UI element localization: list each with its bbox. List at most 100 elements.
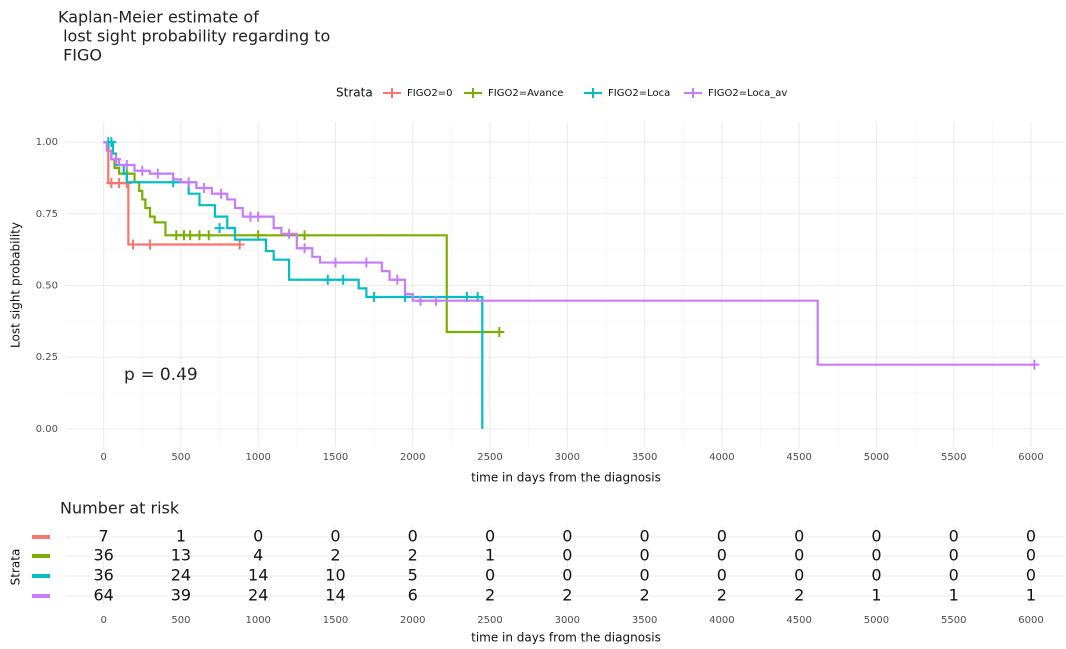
x-tick-label: 4000 xyxy=(709,615,734,626)
censor-mark xyxy=(111,154,122,165)
chart-title: Kaplan-Meier estimate of xyxy=(58,8,259,27)
risk-count: 0 xyxy=(949,527,959,546)
risk-count: 36 xyxy=(93,546,113,565)
risk-count: 13 xyxy=(171,546,191,565)
risk-count: 0 xyxy=(949,566,959,585)
x-tick-label: 4500 xyxy=(786,452,811,463)
risk-count: 2 xyxy=(485,586,495,605)
legend-swatch xyxy=(387,88,397,98)
censor-mark xyxy=(137,165,148,176)
risk-count: 2 xyxy=(562,586,572,605)
x-tick-label: 1500 xyxy=(323,615,348,626)
risk-count: 2 xyxy=(408,546,418,565)
risk-count: 64 xyxy=(93,586,113,605)
legend-label: FIGO2=Loca xyxy=(608,88,670,99)
x-tick-label: 6000 xyxy=(1018,615,1043,626)
censor-mark xyxy=(199,182,210,193)
y-tick-label: 0.75 xyxy=(36,209,58,220)
risk-count: 1 xyxy=(871,586,881,605)
x-tick-label: 0 xyxy=(100,615,106,626)
x-tick-label: 5500 xyxy=(941,615,966,626)
risk-count: 0 xyxy=(562,546,572,565)
risk-count: 0 xyxy=(330,527,340,546)
p-value: p = 0.49 xyxy=(124,365,198,385)
y-tick-label: 0.25 xyxy=(36,352,58,363)
legend-label: FIGO2=0 xyxy=(407,88,452,99)
x-tick-label: 5000 xyxy=(864,615,889,626)
risk-count: 0 xyxy=(717,546,727,565)
risk-count: 0 xyxy=(562,527,572,546)
x-tick-label: 3500 xyxy=(632,452,657,463)
risk-count: 0 xyxy=(717,527,727,546)
x-tick-label: 1500 xyxy=(323,452,348,463)
x-tick-label: 1000 xyxy=(245,452,270,463)
x-tick-label: 6000 xyxy=(1018,452,1043,463)
risk-count: 0 xyxy=(640,546,650,565)
legend-swatch xyxy=(588,88,598,98)
risk-count: 0 xyxy=(640,527,650,546)
x-tick-label: 2500 xyxy=(477,452,502,463)
risk-count: 0 xyxy=(485,566,495,585)
risk-count: 0 xyxy=(794,546,804,565)
censor-mark xyxy=(369,291,380,302)
x-tick-label: 5500 xyxy=(941,452,966,463)
km-curve xyxy=(103,140,1035,366)
risk-count: 1 xyxy=(1026,586,1036,605)
x-tick-label: 0 xyxy=(100,452,106,463)
x-tick-label: 4000 xyxy=(709,452,734,463)
risk-count: 0 xyxy=(1026,546,1036,565)
risk-count: 24 xyxy=(171,566,191,585)
censor-mark xyxy=(128,239,139,250)
censor-mark xyxy=(185,230,196,241)
censor-mark xyxy=(214,223,225,234)
x-axis-label: time in days from the diagnosis xyxy=(471,471,661,485)
risk-title: Number at risk xyxy=(60,499,180,518)
censor-mark xyxy=(430,295,441,306)
censor-mark xyxy=(183,177,194,188)
chart-title: lost sight probability regarding to xyxy=(58,27,330,46)
censor-mark xyxy=(106,137,117,148)
censor-mark xyxy=(361,257,372,268)
risk-count: 36 xyxy=(93,566,113,585)
risk-x-label: time in days from the diagnosis xyxy=(471,631,661,645)
risk-count: 0 xyxy=(717,566,727,585)
risk-count: 0 xyxy=(485,527,495,546)
risk-count: 1 xyxy=(176,527,186,546)
legend-label: FIGO2=Loca_av xyxy=(708,88,787,99)
risk-count: 14 xyxy=(248,566,268,585)
x-tick-label: 3500 xyxy=(632,615,657,626)
risk-count: 24 xyxy=(248,586,268,605)
risk-count: 0 xyxy=(794,527,804,546)
risk-count: 0 xyxy=(1026,527,1036,546)
censor-mark xyxy=(1029,359,1040,370)
censor-mark xyxy=(338,274,349,285)
censor-mark xyxy=(322,274,333,285)
risk-count: 0 xyxy=(1026,566,1036,585)
censor-mark xyxy=(234,239,245,250)
risk-count: 0 xyxy=(640,566,650,585)
censor-mark xyxy=(299,243,310,254)
risk-count: 2 xyxy=(640,586,650,605)
risk-count: 0 xyxy=(562,566,572,585)
censor-mark xyxy=(152,168,163,179)
x-tick-label: 3000 xyxy=(555,452,580,463)
y-tick-label: 0.00 xyxy=(36,424,58,435)
y-tick-label: 1.00 xyxy=(36,137,58,148)
risk-count: 0 xyxy=(253,527,263,546)
legend-label: FIGO2=Avance xyxy=(488,88,563,99)
x-tick-label: 2500 xyxy=(477,615,502,626)
risk-y-label: Strata xyxy=(9,549,23,586)
legend-title: Strata xyxy=(336,86,373,100)
censor-mark xyxy=(392,274,403,285)
legend-swatch xyxy=(468,88,478,98)
censor-mark xyxy=(194,230,205,241)
risk-count: 0 xyxy=(871,527,881,546)
x-tick-label: 2000 xyxy=(400,615,425,626)
censor-mark xyxy=(121,160,132,171)
x-tick-label: 2000 xyxy=(400,452,425,463)
risk-count: 2 xyxy=(330,546,340,565)
censor-mark xyxy=(415,295,426,306)
risk-count: 0 xyxy=(871,546,881,565)
censor-mark xyxy=(284,228,295,239)
